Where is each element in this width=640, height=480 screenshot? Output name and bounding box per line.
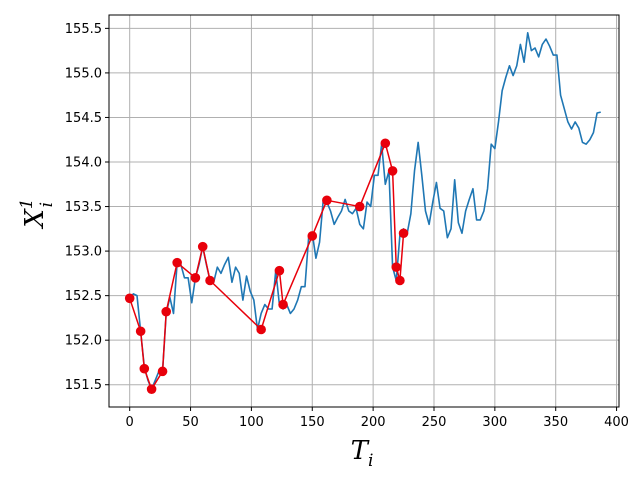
- red-marker-point: [380, 138, 391, 149]
- red-marker-point: [395, 275, 405, 286]
- x-tick-label: 150: [300, 415, 325, 430]
- red-marker-point: [391, 262, 402, 272]
- x-tick-label: 350: [543, 415, 568, 430]
- x-tick-label: 300: [482, 415, 507, 430]
- y-axis-label: X1i: [17, 198, 57, 229]
- y-tick-label: 151.5: [65, 378, 102, 393]
- grid: [109, 15, 619, 407]
- red-marker-point: [172, 257, 182, 268]
- x-tick-label: 50: [182, 415, 199, 430]
- y-tick-label: 154.5: [65, 111, 102, 126]
- x-axis-label-base: T: [351, 436, 370, 466]
- x-axis-label-subscript: i: [368, 451, 373, 471]
- y-tick-label: 153.0: [65, 245, 102, 260]
- plot-frame: [108, 14, 620, 408]
- red-marker-point: [161, 306, 172, 317]
- red-marker-point: [307, 231, 318, 241]
- y-tick-label: 155.5: [65, 22, 102, 37]
- x-tick-label: 400: [604, 415, 629, 430]
- red-marker-point: [139, 363, 150, 374]
- red-marker-point: [354, 201, 365, 212]
- y-tick-label: 153.5: [65, 200, 102, 215]
- series-line-red: [128, 142, 405, 390]
- y-tick-label: 152.5: [65, 289, 102, 304]
- y-axis-label-superscript: 1: [17, 198, 37, 209]
- red-marker-point: [146, 384, 157, 394]
- y-tick-label: 152.0: [65, 334, 102, 349]
- red-marker-point: [157, 366, 168, 377]
- y-tick-label: 154.0: [65, 156, 102, 171]
- series-layer: [124, 32, 601, 394]
- red-marker-point: [135, 326, 146, 337]
- series-line-blue: [129, 32, 601, 390]
- red-marker-point: [322, 195, 332, 206]
- red-marker-point: [278, 299, 288, 310]
- y-axis-label-subscript: i: [37, 202, 57, 207]
- ticks: 0 50 100 150 200 250 300 350 400 151.5 152.0 152.5 1…: [65, 22, 629, 430]
- x-axis-label: Ti: [351, 436, 374, 471]
- red-marker-point: [197, 241, 208, 252]
- red-marker-point: [256, 324, 266, 335]
- y-axis-label-base: X: [20, 208, 50, 230]
- y-tick-label: 155.0: [65, 66, 102, 81]
- red-marker-point: [190, 273, 201, 283]
- red-marker-point: [205, 275, 215, 286]
- x-tick-label: 250: [422, 415, 447, 430]
- red-marker-point: [387, 166, 398, 176]
- x-tick-label: 100: [239, 415, 264, 430]
- red-marker-point: [274, 265, 285, 276]
- red-marker-point: [398, 228, 409, 239]
- x-tick-label: 200: [361, 415, 386, 430]
- red-marker-point: [124, 293, 135, 304]
- x-tick-label: 0: [126, 415, 134, 430]
